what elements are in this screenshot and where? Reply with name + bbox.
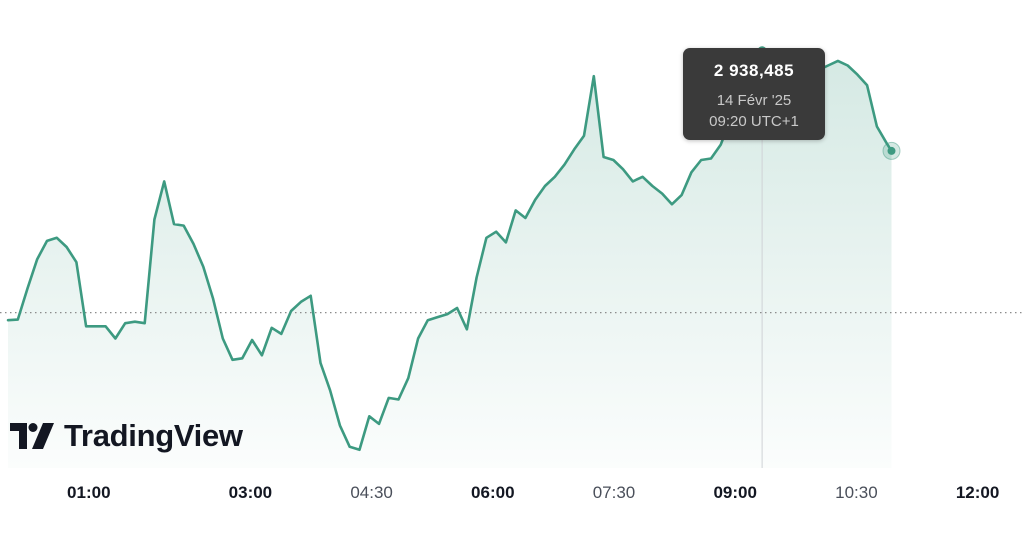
price-tooltip: 2 938,485 14 Févr '25 09:20 UTC+1 (683, 48, 825, 140)
tooltip-time: 09:20 UTC+1 (709, 113, 799, 130)
x-tick-label: 09:00 (713, 483, 756, 502)
x-tick-label: 01:00 (67, 483, 110, 502)
tradingview-logo-icon (10, 423, 54, 449)
x-tick-label: 07:30 (593, 483, 636, 502)
x-tick-label: 12:00 (956, 483, 999, 502)
x-tick-label: 04:30 (350, 483, 393, 502)
area-fill (8, 50, 892, 468)
tooltip-date: 14 Févr '25 (716, 92, 792, 109)
x-tick-label: 06:00 (471, 483, 514, 502)
x-tick-label: 10:30 (835, 483, 878, 502)
x-tick-label: 03:00 (229, 483, 272, 502)
tradingview-logo[interactable]: TradingView (10, 418, 243, 454)
tooltip-price: 2 938,485 (713, 61, 795, 80)
tradingview-wordmark: TradingView (64, 418, 243, 453)
last-point (887, 146, 896, 155)
